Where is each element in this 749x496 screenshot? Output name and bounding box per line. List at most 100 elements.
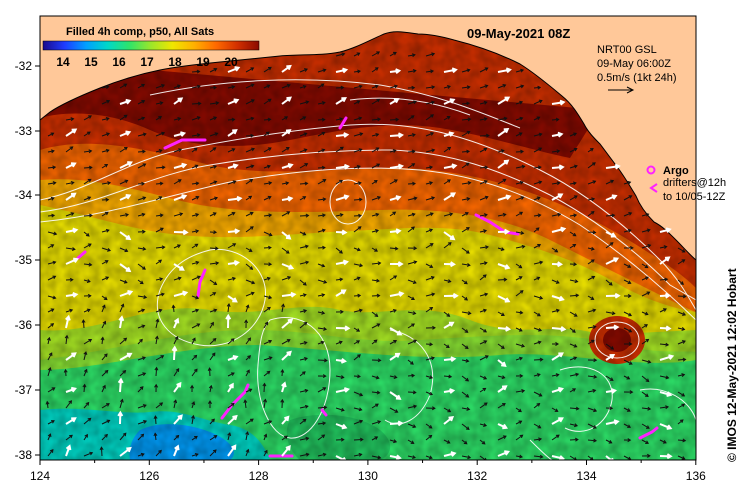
info-line-2: 09-May 06:00Z xyxy=(597,58,671,70)
velocity-arrowhead xyxy=(214,196,219,201)
velocity-arrowhead xyxy=(375,212,380,217)
velocity-arrow xyxy=(83,196,91,201)
velocity-arrowhead xyxy=(555,280,560,284)
velocity-arrow xyxy=(407,163,415,169)
velocity-arrowhead xyxy=(358,407,363,412)
velocity-arrowhead xyxy=(213,67,218,72)
velocity-arrowhead xyxy=(555,342,560,346)
velocity-arrowhead xyxy=(322,179,327,183)
velocity-arrow xyxy=(605,420,618,425)
velocity-arrowhead xyxy=(321,148,326,153)
velocity-arrow xyxy=(155,259,162,265)
velocity-arrow xyxy=(155,367,158,377)
velocity-arrow xyxy=(353,247,361,251)
velocity-arrowhead xyxy=(195,229,200,234)
velocity-arrow xyxy=(371,420,381,425)
velocity-arrowhead xyxy=(483,117,488,122)
velocity-arrowhead xyxy=(466,85,471,90)
velocity-arrowhead xyxy=(322,421,327,426)
velocity-arrowhead xyxy=(231,85,236,90)
velocity-arrow xyxy=(299,132,307,137)
argo-label: Argo xyxy=(663,165,689,177)
velocity-arrowhead xyxy=(665,325,672,332)
velocity-arrow xyxy=(299,418,307,425)
velocity-arrow xyxy=(119,83,127,89)
velocity-arrowhead xyxy=(195,195,200,200)
velocity-arrowhead xyxy=(213,180,218,185)
velocity-arrowhead xyxy=(450,192,457,198)
velocity-arrowhead xyxy=(628,212,633,216)
velocity-arrowhead xyxy=(445,344,450,349)
velocity-arrowhead xyxy=(141,212,146,217)
velocity-arrow xyxy=(623,279,631,284)
velocity-arrowhead xyxy=(280,398,285,403)
velocity-arrowhead xyxy=(125,266,132,273)
x-axis: 124 126 128 130 132 134 136 xyxy=(30,460,706,483)
velocity-arrowhead xyxy=(340,309,344,314)
velocity-arrow xyxy=(497,179,506,185)
velocity-arrowhead xyxy=(628,328,633,333)
velocity-arrowhead xyxy=(343,387,350,393)
velocity-arrowhead xyxy=(69,434,73,439)
velocity-arrow xyxy=(101,370,109,377)
velocity-arrow xyxy=(335,341,343,345)
velocity-arrow xyxy=(335,195,349,201)
velocity-arrowhead xyxy=(285,181,290,186)
velocity-arrow xyxy=(461,182,471,185)
velocity-arrow xyxy=(443,192,455,201)
velocity-arrowhead xyxy=(395,228,402,235)
velocity-arrowhead xyxy=(344,325,351,332)
velocity-arrowhead xyxy=(142,163,147,167)
velocity-arrow xyxy=(173,336,179,345)
velocity-arrow xyxy=(533,311,541,317)
velocity-arrowhead xyxy=(519,116,524,121)
velocity-arrowhead xyxy=(181,162,188,169)
velocity-arrow xyxy=(389,340,397,345)
velocity-arrow xyxy=(173,179,182,185)
velocity-arrowhead xyxy=(181,194,188,200)
velocity-arrowhead xyxy=(504,264,511,270)
velocity-arrow xyxy=(173,277,181,281)
velocity-arrow xyxy=(155,227,164,233)
velocity-arrow xyxy=(299,182,308,185)
velocity-arrowhead xyxy=(645,378,650,383)
velocity-arrow xyxy=(83,178,92,185)
velocity-arrow xyxy=(155,278,163,281)
velocity-arrowhead xyxy=(193,147,198,152)
velocity-arrow xyxy=(389,439,397,443)
velocity-arrow xyxy=(155,166,165,169)
velocity-arrowhead xyxy=(554,248,559,253)
velocity-arrowhead xyxy=(537,424,542,429)
velocity-arrowhead xyxy=(377,117,382,122)
velocity-arrow xyxy=(263,322,269,329)
velocity-arrow xyxy=(407,115,415,121)
velocity-arrow xyxy=(371,85,379,89)
velocity-arrow xyxy=(515,327,523,332)
velocity-arrow xyxy=(497,68,511,73)
velocity-arrowhead xyxy=(413,339,418,344)
velocity-arrow xyxy=(533,403,540,409)
velocity-arrowhead xyxy=(644,276,649,281)
velocity-arrow xyxy=(515,150,524,153)
velocity-arrow xyxy=(407,391,416,394)
velocity-arrow xyxy=(677,374,685,377)
velocity-arrowhead xyxy=(249,226,254,230)
velocity-arrowhead xyxy=(65,314,71,321)
x-tick-label: 132 xyxy=(467,469,487,483)
velocity-arrowhead xyxy=(70,180,75,185)
velocity-arrow xyxy=(83,243,92,249)
velocity-arrow xyxy=(425,307,433,313)
velocity-arrowhead xyxy=(627,424,632,428)
velocity-arrowhead xyxy=(575,372,580,377)
velocity-arrowhead xyxy=(466,227,470,231)
velocity-arrowhead xyxy=(664,277,669,282)
velocity-arrowhead xyxy=(537,85,542,90)
velocity-arrow xyxy=(263,434,267,441)
velocity-arrowhead xyxy=(395,68,402,75)
velocity-arrowhead xyxy=(141,116,146,121)
velocity-arrowhead xyxy=(574,279,579,284)
velocity-arrowhead xyxy=(118,315,125,322)
velocity-arrowhead xyxy=(225,313,232,320)
velocity-arrow xyxy=(425,166,433,169)
velocity-arrowhead xyxy=(302,116,307,120)
